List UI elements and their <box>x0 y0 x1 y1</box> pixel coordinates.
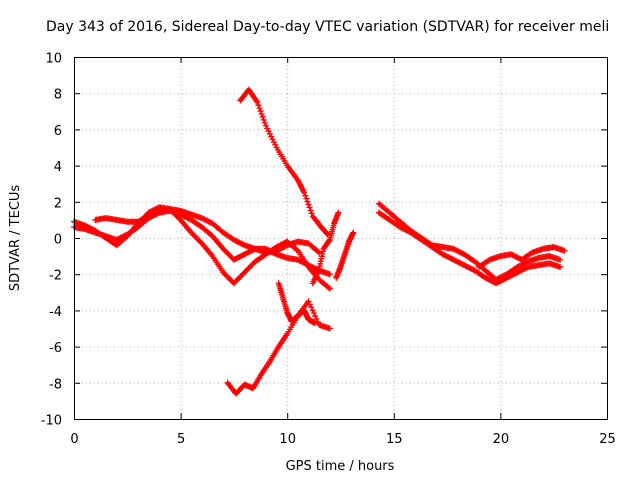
data-point <box>304 198 311 205</box>
x-tick-label: 20 <box>493 432 510 447</box>
data-point <box>268 133 275 140</box>
y-tick-label: 8 <box>54 88 62 103</box>
data-point <box>306 204 313 211</box>
data-point <box>258 111 265 118</box>
x-tick-labels: 0 5 10 15 20 25 <box>70 432 615 447</box>
plot-frame <box>74 57 608 420</box>
data-point <box>557 256 564 263</box>
data-point <box>523 264 530 271</box>
x-axis-label: GPS time / hours <box>286 459 395 474</box>
data-point <box>313 315 320 322</box>
y-tick-label: 6 <box>54 124 62 139</box>
data-point <box>307 207 314 214</box>
data-point <box>240 241 247 248</box>
series-track-e <box>224 298 333 397</box>
data-point <box>260 116 267 123</box>
data-point <box>326 271 333 278</box>
y-axis-label: SDTVAR / TECUs <box>8 185 23 292</box>
data-point <box>269 136 276 143</box>
data-point <box>305 298 312 305</box>
x-tick-label: 10 <box>279 432 296 447</box>
data-point <box>270 139 277 146</box>
data-point <box>311 320 318 327</box>
data-point <box>302 192 309 199</box>
y-tick-labels: 10 8 6 4 2 0 -2 -4 -6 -8 -10 <box>41 52 62 429</box>
data-point <box>255 102 262 109</box>
y-tick-label: -6 <box>49 341 62 356</box>
data-point <box>561 247 568 254</box>
series-track-f <box>275 280 318 327</box>
data-point <box>326 325 333 332</box>
y-tick-label: -10 <box>41 414 62 429</box>
data-point <box>335 209 342 216</box>
data-point <box>254 99 261 106</box>
series-track-g <box>309 209 342 287</box>
x-tick-label: 0 <box>70 432 78 447</box>
data-point <box>309 307 316 314</box>
data-point <box>316 249 323 256</box>
x-tick-label: 15 <box>386 432 403 447</box>
data-point <box>557 263 564 270</box>
y-tick-label: 10 <box>45 52 62 67</box>
data-point <box>523 259 530 266</box>
data-point <box>265 128 272 135</box>
y-tick-label: 4 <box>54 160 62 175</box>
x-tick-label: 5 <box>177 432 185 447</box>
data-point <box>310 310 317 317</box>
data-point <box>272 141 279 148</box>
data-point <box>308 304 315 311</box>
y-tick-label: 2 <box>54 196 62 211</box>
data-point <box>257 108 264 115</box>
data-point <box>301 189 308 196</box>
data-point <box>325 284 332 291</box>
data-point <box>266 130 273 137</box>
data-points <box>71 86 568 397</box>
data-point <box>154 208 161 215</box>
y-tick-label: 0 <box>54 233 62 248</box>
data-point <box>208 232 215 239</box>
series-track-j <box>375 209 564 287</box>
data-point <box>306 301 313 308</box>
y-tick-label: -2 <box>49 269 62 284</box>
data-point <box>264 125 271 132</box>
data-point <box>326 237 333 244</box>
data-point <box>262 122 269 129</box>
x-tick-label: 25 <box>599 432 616 447</box>
data-point <box>282 242 289 249</box>
chart-title: Day 343 of 2016, Sidereal Day-to-day VTE… <box>46 19 609 35</box>
y-tick-label: -8 <box>49 377 62 392</box>
data-point <box>350 229 357 236</box>
series-track-h <box>333 229 357 281</box>
series-track-c <box>92 206 323 256</box>
data-point <box>324 231 331 238</box>
data-point <box>326 285 333 292</box>
series-track-k <box>476 244 568 270</box>
data-point <box>293 246 300 253</box>
data-point <box>122 234 129 241</box>
data-point <box>256 105 263 112</box>
data-point <box>303 195 310 202</box>
data-point <box>314 248 321 255</box>
data-point <box>308 210 315 217</box>
data-point <box>259 113 266 120</box>
y-tick-label: -4 <box>49 305 62 320</box>
grid <box>74 57 607 419</box>
data-point <box>312 313 319 320</box>
data-point <box>261 119 268 126</box>
data-point <box>305 201 312 208</box>
series-track-d <box>237 86 331 238</box>
